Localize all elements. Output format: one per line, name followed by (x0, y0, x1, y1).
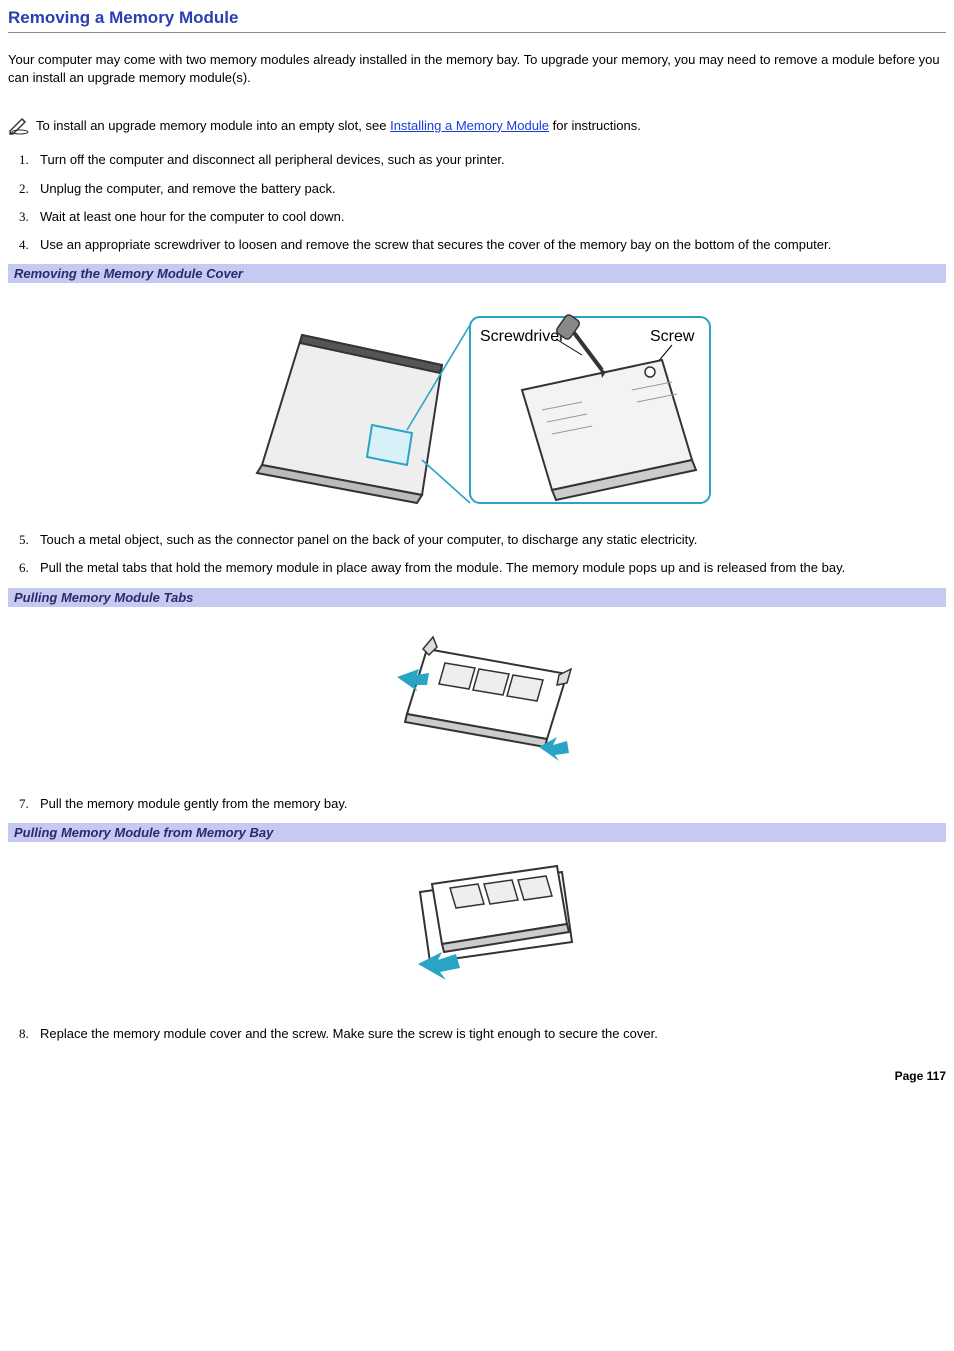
step-item: Touch a metal object, such as the connec… (32, 531, 946, 549)
steps-list-d: Replace the memory module cover and the … (8, 1025, 946, 1043)
figure-caption: Removing the Memory Module Cover (8, 264, 946, 283)
figure-pull-module (8, 854, 946, 999)
step-item: Pull the memory module gently from the m… (32, 795, 946, 813)
page-footer: Page 117 (8, 1069, 946, 1083)
figure-caption: Pulling Memory Module Tabs (8, 588, 946, 607)
label-screw: Screw (650, 328, 695, 345)
figure-caption: Pulling Memory Module from Memory Bay (8, 823, 946, 842)
step-item: Wait at least one hour for the computer … (32, 208, 946, 226)
step-item: Pull the metal tabs that hold the memory… (32, 559, 946, 577)
label-screwdriver: Screwdriver (480, 328, 565, 345)
pencil-note-icon (8, 115, 30, 135)
steps-list-a: Turn off the computer and disconnect all… (8, 151, 946, 254)
note-text: To install an upgrade memory module into… (36, 118, 641, 133)
note-pre: To install an upgrade memory module into… (36, 118, 390, 133)
figure-pull-tabs (8, 619, 946, 769)
page-title: Removing a Memory Module (8, 8, 946, 33)
figure-remove-cover: Screwdriver Screw (8, 295, 946, 505)
intro-paragraph: Your computer may come with two memory m… (8, 51, 946, 87)
steps-list-c: Pull the memory module gently from the m… (8, 795, 946, 813)
step-item: Replace the memory module cover and the … (32, 1025, 946, 1043)
note-post: for instructions. (549, 118, 641, 133)
note-row: To install an upgrade memory module into… (8, 115, 946, 135)
step-item: Turn off the computer and disconnect all… (32, 151, 946, 169)
step-item: Unplug the computer, and remove the batt… (32, 180, 946, 198)
install-memory-link[interactable]: Installing a Memory Module (390, 118, 549, 133)
step-item: Use an appropriate screwdriver to loosen… (32, 236, 946, 254)
steps-list-b: Touch a metal object, such as the connec… (8, 531, 946, 577)
